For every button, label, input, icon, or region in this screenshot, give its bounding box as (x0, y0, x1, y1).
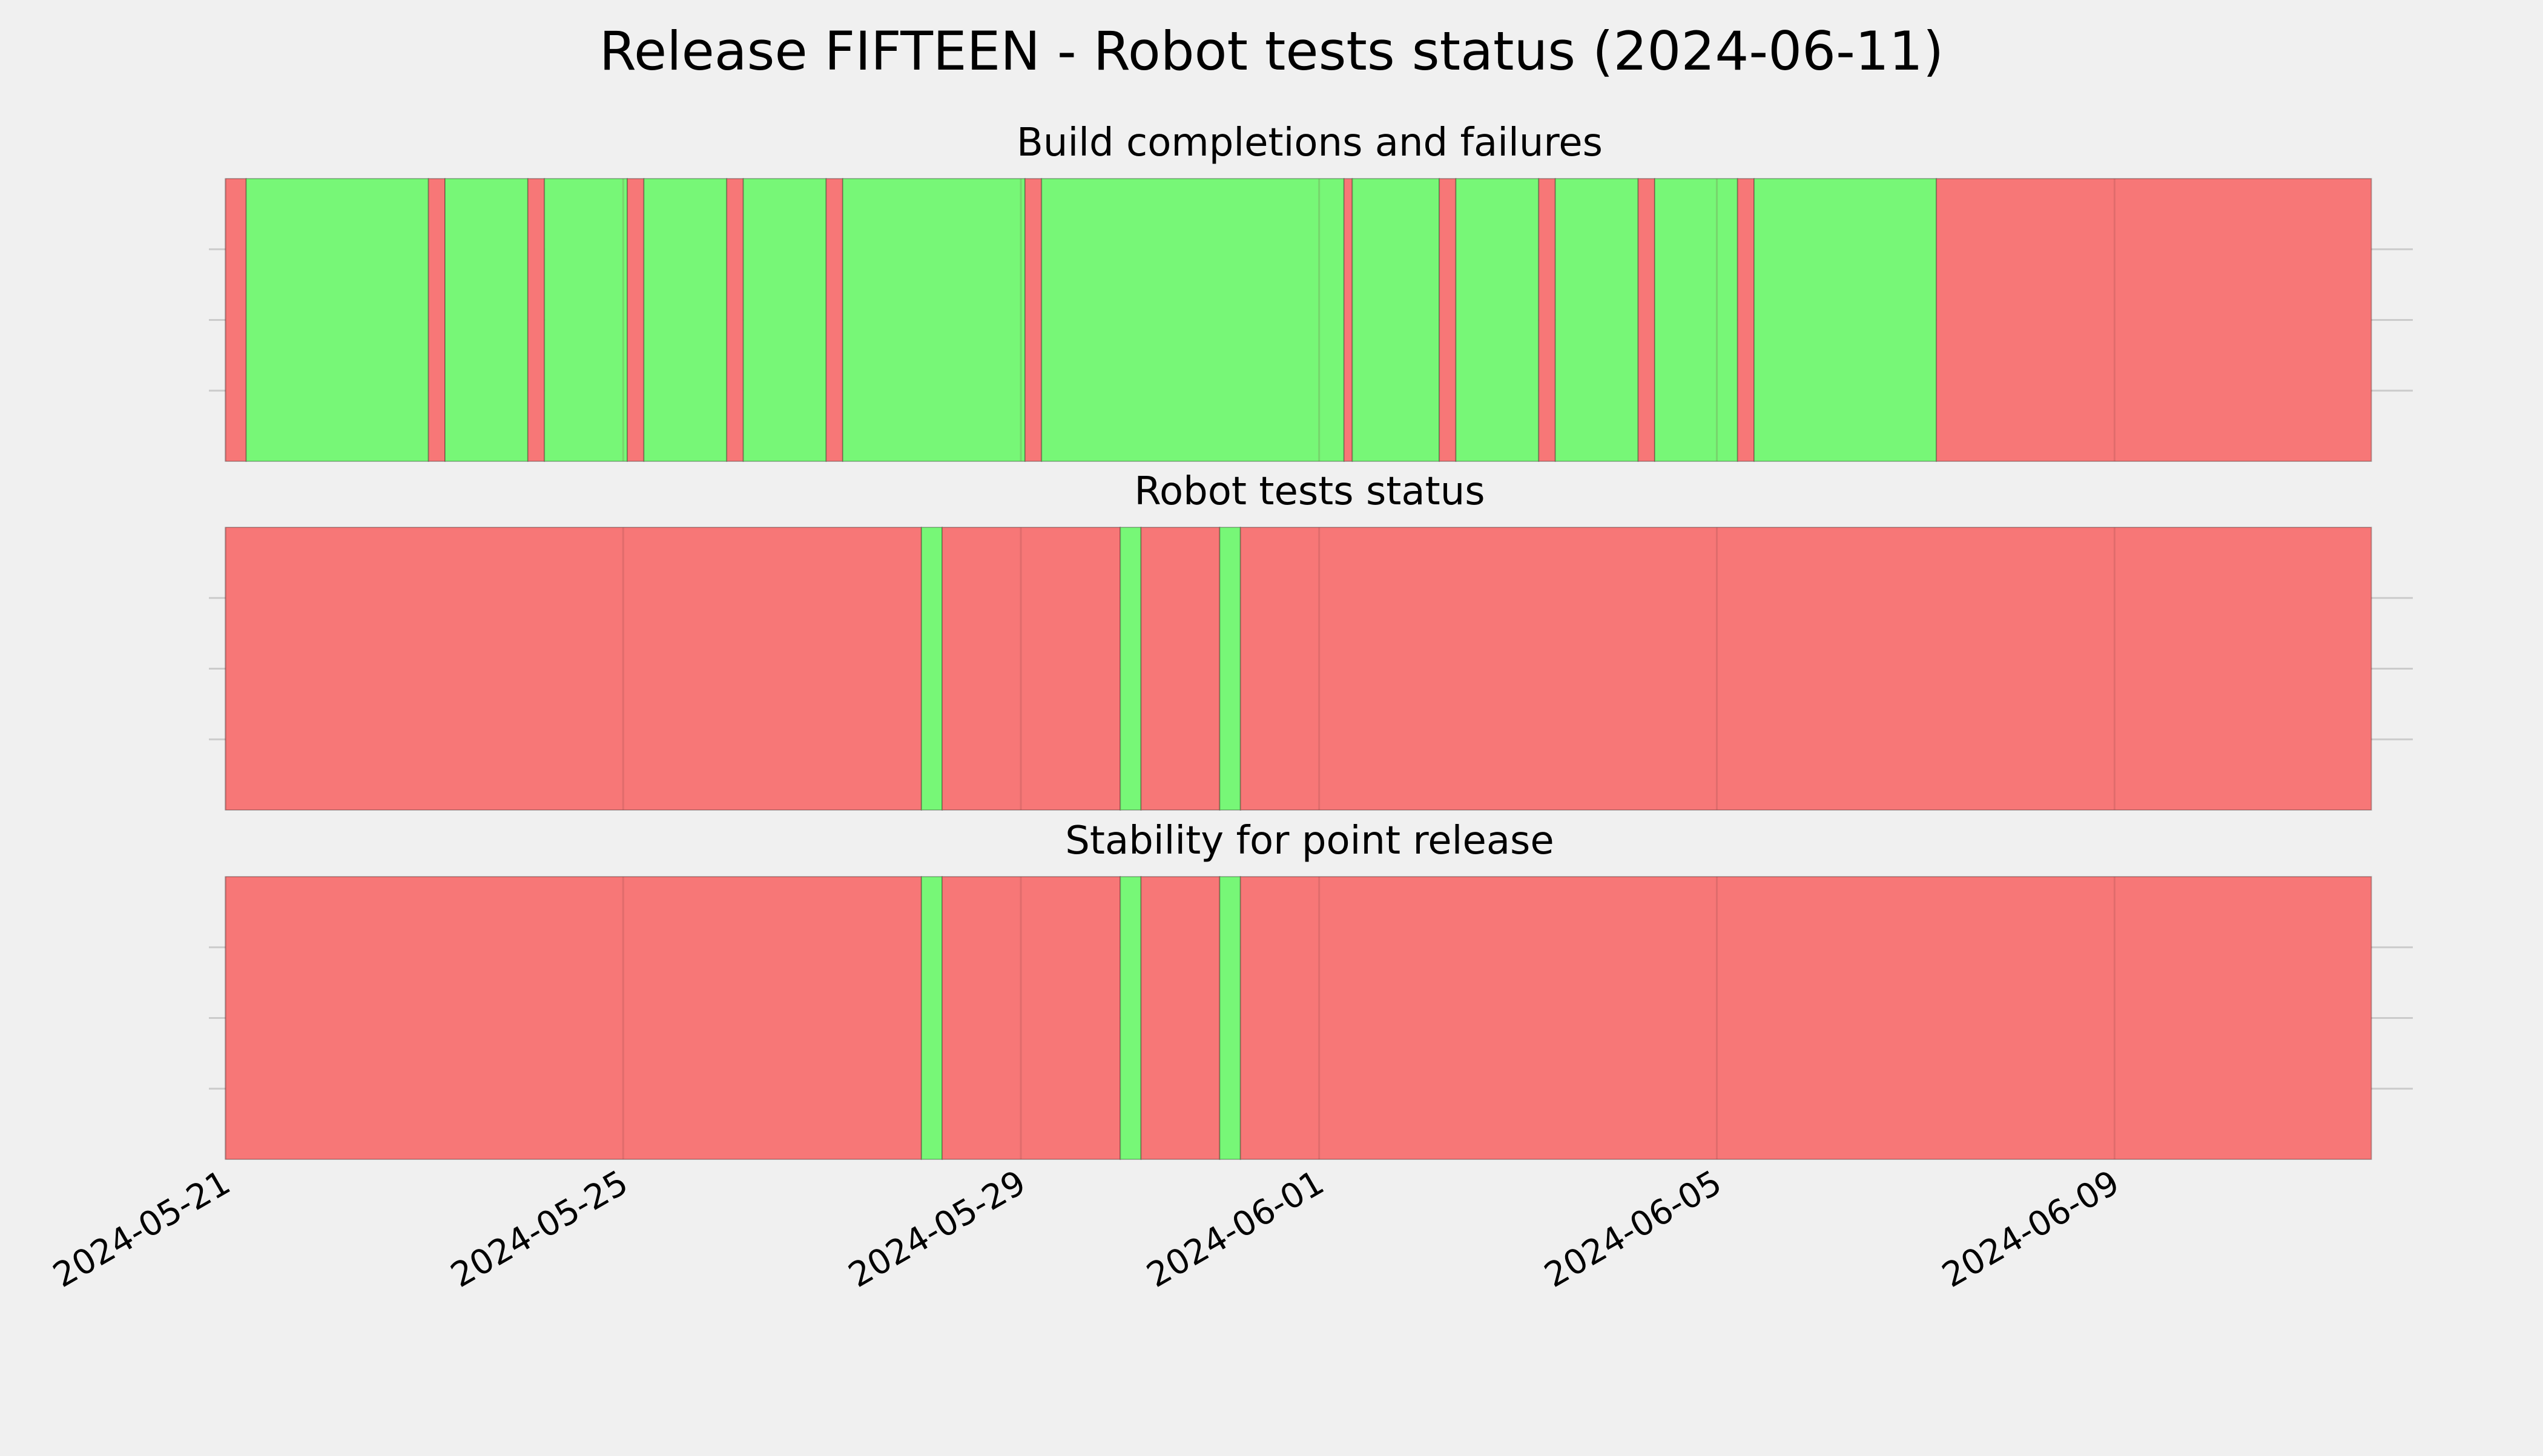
segment-fail (1538, 178, 1556, 462)
segment-pass (1219, 527, 1241, 811)
x-tick-label: 2024-06-05 (1538, 1163, 1728, 1296)
panel-title: Robot tests status (1134, 469, 1485, 514)
segment-fail (825, 178, 843, 462)
x-tick-label: 2024-06-01 (1140, 1163, 1330, 1296)
segment-pass (920, 527, 943, 811)
x-ticks-group: 2024-05-21 2024-05-25 2024-05-29 2024-06-01… (47, 1163, 2126, 1296)
panel-title: Stability for point release (1065, 819, 1554, 863)
segment-pass (1654, 178, 1738, 462)
segment-fail (1637, 178, 1655, 462)
segment-pass (544, 178, 628, 462)
segment-pass (1120, 876, 1142, 1160)
segment-pass (920, 876, 943, 1160)
segment-pass (643, 178, 728, 462)
segment-pass (1041, 178, 1345, 462)
segment-fail (627, 178, 645, 462)
panels-group: Build completions and failures Robot test… (209, 120, 2413, 1160)
segment-pass (1753, 178, 1938, 462)
segment-pass (842, 178, 1026, 462)
segment-fail (1140, 876, 1221, 1160)
panel-1: Build completions and failures (209, 120, 2413, 462)
x-tick-label: 2024-05-21 (47, 1163, 237, 1296)
x-tick-label: 2024-05-29 (842, 1163, 1032, 1296)
segment-pass (245, 178, 429, 462)
segment-fail (225, 876, 922, 1160)
chart-title: Release FIFTEEN - Robot tests status (20… (599, 20, 1944, 82)
segment-fail (1140, 527, 1221, 811)
segment-fail (225, 527, 922, 811)
segment-fail (1936, 178, 2372, 462)
segment-pass (742, 178, 827, 462)
segment-fail (1439, 178, 1457, 462)
segment-fail (1343, 178, 1353, 462)
panel-3: Stability for point release (209, 819, 2413, 1160)
segment-fail (1024, 178, 1043, 462)
segment-pass (444, 178, 529, 462)
segment-fail (225, 178, 247, 462)
segment-fail (1239, 876, 2372, 1160)
segment-fail (1239, 527, 2372, 811)
panel-2: Robot tests status (209, 469, 2413, 811)
segment-pass (1120, 527, 1142, 811)
x-tick-label: 2024-06-09 (1936, 1163, 2126, 1296)
segment-pass (1351, 178, 1440, 462)
segment-pass (1219, 876, 1241, 1160)
segment-fail (726, 178, 744, 462)
x-tick-label: 2024-05-25 (444, 1163, 635, 1296)
segment-fail (942, 876, 1121, 1160)
segment-fail (527, 178, 546, 462)
segment-pass (1554, 178, 1639, 462)
panel-title: Build completions and failures (1017, 120, 1603, 165)
segment-fail (1737, 178, 1755, 462)
segment-fail (427, 178, 446, 462)
segment-pass (1455, 178, 1540, 462)
segment-fail (942, 527, 1121, 811)
